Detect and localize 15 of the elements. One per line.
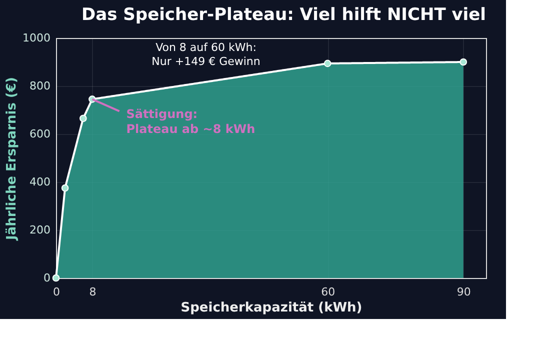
y-axis-title: Jährliche Ersparnis (€): [4, 77, 20, 241]
annotation: Sättigung: Plateau ab ~8 kWh: [126, 107, 256, 136]
annotation: Von 8 auf 60 kWh: Nur +149 € Gewinn: [152, 41, 260, 68]
x-tick-label: 8: [89, 286, 96, 298]
x-tick-label: 90: [456, 286, 471, 298]
x-tick-label: 60: [321, 286, 336, 298]
y-tick-label: 600: [30, 128, 50, 140]
x-tick-label: 0: [53, 286, 60, 298]
y-tick-label: 800: [30, 80, 50, 92]
chart-title: Das Speicher-Plateau: Viel hilft NICHT viel: [82, 5, 486, 25]
y-tick-label: 400: [30, 176, 50, 188]
x-axis-title: Speicherkapazität (kWh): [180, 300, 362, 316]
y-tick-label: 1000: [22, 32, 50, 44]
y-tick-label: 0: [44, 272, 50, 284]
y-tick-label: 200: [30, 224, 50, 236]
